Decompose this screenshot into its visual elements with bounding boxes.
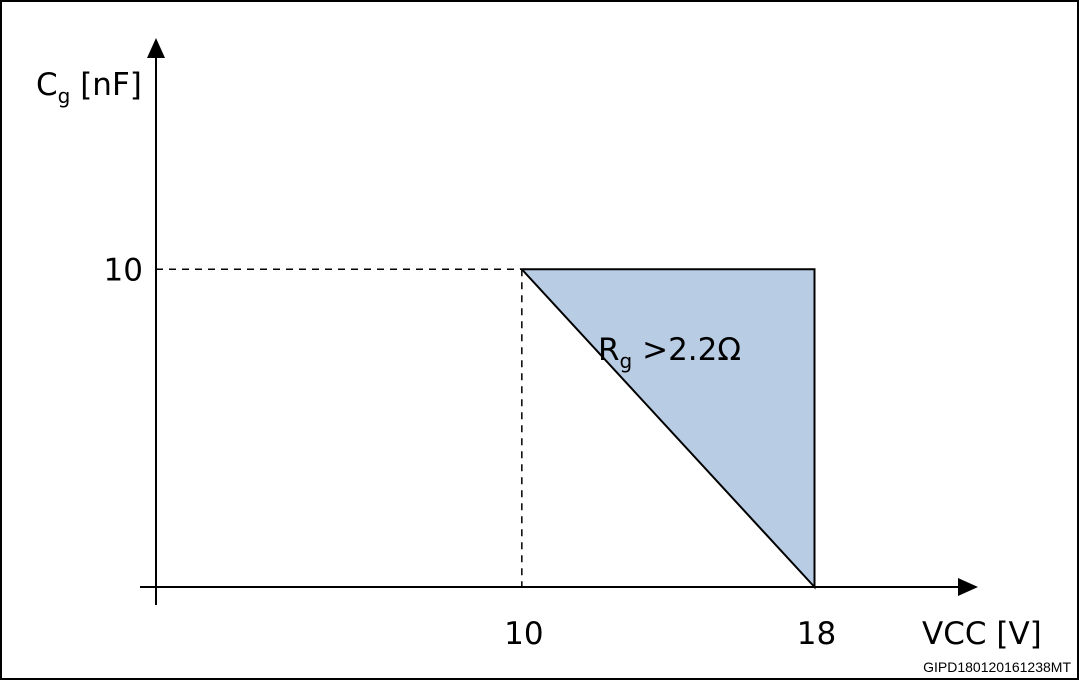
x-tick-labels: 10 18 xyxy=(504,616,836,652)
x-tick-label: 18 xyxy=(797,616,836,652)
y-axis-arrow xyxy=(147,38,165,58)
figure-code: GIPD180120161238MT xyxy=(923,659,1071,675)
y-tick-labels: 10 xyxy=(104,252,143,288)
guide-lines xyxy=(156,268,523,587)
x-axis-arrow xyxy=(958,578,978,596)
y-axis-label: Cg [nF] xyxy=(36,67,142,108)
y-axis-label-unit: [nF] xyxy=(70,67,142,103)
x-axis-label: VCC [V] xyxy=(922,616,1042,652)
region-label: Rg >2.2Ω xyxy=(598,332,741,373)
x-tick-label: 10 xyxy=(504,616,543,652)
region-label-sub: g xyxy=(620,349,633,373)
region-label-rest: >2.2Ω xyxy=(632,332,741,368)
y-axis-label-main: C xyxy=(36,67,58,103)
y-axis-label-sub: g xyxy=(58,84,71,108)
region-label-main: R xyxy=(598,332,620,368)
region-polygon xyxy=(519,268,816,590)
y-tick-label: 10 xyxy=(104,252,143,288)
